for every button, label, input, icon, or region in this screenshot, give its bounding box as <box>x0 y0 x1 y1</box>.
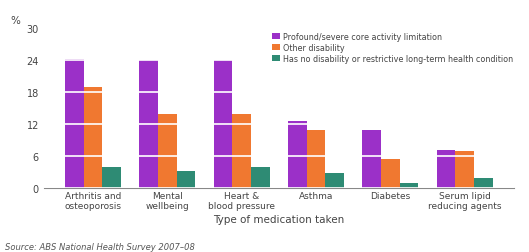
Bar <box>362 131 381 188</box>
Bar <box>140 61 158 188</box>
X-axis label: Type of medication taken: Type of medication taken <box>213 214 344 225</box>
Bar <box>214 61 232 188</box>
Bar <box>455 151 474 188</box>
Text: %: % <box>11 16 21 26</box>
Bar <box>251 167 269 188</box>
Bar <box>381 159 399 188</box>
Bar <box>158 114 177 188</box>
Bar <box>84 87 102 188</box>
Text: Source: ABS National Health Survey 2007–08: Source: ABS National Health Survey 2007–… <box>5 242 195 251</box>
Legend: Profound/severe core activity limitation, Other disability, Has no disability or: Profound/severe core activity limitation… <box>271 31 515 65</box>
Bar <box>399 183 418 188</box>
Bar <box>437 150 455 188</box>
Bar <box>474 179 492 188</box>
Bar <box>177 171 195 188</box>
Bar <box>288 122 307 188</box>
Bar <box>307 131 325 188</box>
Bar <box>102 167 121 188</box>
Bar <box>232 115 251 188</box>
Bar <box>65 60 84 188</box>
Bar <box>325 173 344 188</box>
